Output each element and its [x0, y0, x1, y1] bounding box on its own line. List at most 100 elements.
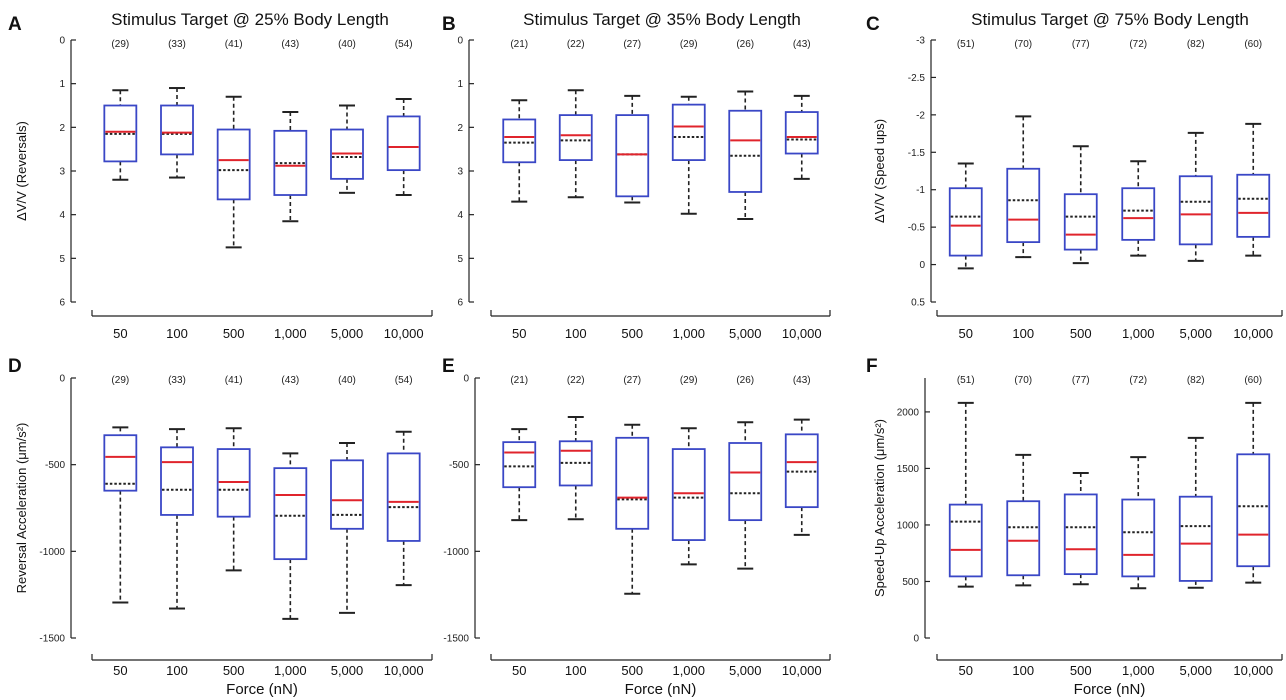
y-tick-label: 3: [457, 167, 463, 178]
category-label: 500: [223, 663, 245, 678]
category-label: 100: [565, 663, 587, 678]
category-label: 5,000: [729, 663, 762, 678]
count-label: (22): [567, 39, 585, 50]
iqr-box: [1063, 493, 1098, 576]
box-group: (77) 500: [1063, 375, 1098, 678]
box-group: (26) 5,000: [728, 375, 763, 678]
count-label: (54): [395, 375, 413, 386]
category-label: 50: [959, 326, 973, 341]
iqr-box: [216, 448, 251, 518]
category-label: 100: [166, 663, 188, 678]
category-label: 50: [113, 663, 127, 678]
box-group: (82) 5,000: [1178, 375, 1213, 678]
y-tick-label: 2000: [897, 407, 920, 418]
category-label: 1,000: [1122, 663, 1155, 678]
panel-b: B Stimulus Target @ 35% Body Length 0 1 2 3 4 5…: [442, 10, 831, 341]
category-label: 10,000: [782, 326, 822, 341]
panel-title: Stimulus Target @ 35% Body Length: [523, 10, 801, 29]
box-group: (29) 1,000: [671, 375, 706, 678]
box-group: (82) 5,000: [1178, 39, 1213, 341]
y-tick-label: 0: [913, 634, 919, 645]
y-tick-label: 1: [457, 79, 463, 90]
iqr-box: [330, 459, 364, 530]
count-label: (29): [111, 39, 129, 50]
iqr-box: [502, 118, 537, 164]
iqr-box: [273, 467, 308, 561]
category-label: 5,000: [1179, 663, 1212, 678]
y-tick-label: 3: [59, 167, 65, 178]
count-label: (70): [1014, 375, 1032, 386]
y-tick-label: 1500: [897, 464, 920, 475]
box-group: (29) 50: [103, 39, 138, 341]
y-tick-label: -1500: [39, 634, 65, 645]
box-group: (43) 10,000: [782, 375, 822, 678]
category-label: 10,000: [1233, 326, 1273, 341]
count-label: (26): [736, 39, 754, 50]
category-label: 50: [512, 326, 526, 341]
count-label: (33): [168, 39, 186, 50]
box-group: (33) 100: [160, 39, 194, 341]
panel-title: Stimulus Target @ 25% Body Length: [111, 10, 389, 29]
category-label: 1,000: [672, 663, 705, 678]
box-group: (21) 50: [502, 375, 537, 678]
y-tick-label: 1: [59, 79, 65, 90]
y-tick-label: 500: [902, 577, 919, 588]
category-label: 1,000: [274, 663, 307, 678]
category-label: 500: [1070, 663, 1092, 678]
box-group: (54) 10,000: [384, 375, 424, 678]
y-tick-label: 2: [457, 123, 463, 134]
y-tick-label: -1: [916, 185, 925, 196]
category-label: 100: [1012, 663, 1034, 678]
iqr-box: [728, 109, 763, 193]
box-group: (26) 5,000: [728, 39, 763, 341]
iqr-box: [558, 440, 593, 487]
category-label: 5,000: [1179, 326, 1212, 341]
count-label: (41): [225, 375, 243, 386]
count-label: (51): [957, 39, 975, 50]
y-axis-label: Reversal Acceleration (μm/s²): [14, 423, 29, 594]
y-tick-label: -1.5: [908, 148, 926, 159]
count-label: (27): [623, 375, 641, 386]
x-axis-label: Force (nN): [226, 681, 298, 698]
count-label: (29): [680, 375, 698, 386]
category-label: 10,000: [384, 663, 424, 678]
count-label: (26): [736, 375, 754, 386]
category-label: 500: [223, 326, 245, 341]
category-label: 5,000: [331, 663, 364, 678]
y-tick-label: 0.5: [911, 298, 925, 309]
y-tick-label: -500: [45, 460, 65, 471]
category-label: 10,000: [1233, 663, 1273, 678]
iqr-box: [103, 434, 138, 492]
iqr-box: [386, 115, 421, 172]
count-label: (21): [510, 39, 528, 50]
count-label: (72): [1129, 39, 1147, 50]
category-label: 100: [166, 326, 188, 341]
count-label: (54): [395, 39, 413, 50]
count-label: (82): [1187, 375, 1205, 386]
y-tick-label: -500: [449, 460, 469, 471]
box-group: (77) 500: [1063, 39, 1098, 341]
box-group: (27) 500: [615, 39, 650, 341]
y-tick-label: -1500: [443, 634, 469, 645]
y-tick-label: 1000: [897, 520, 920, 531]
box-group: (22) 100: [558, 39, 593, 341]
iqr-box: [160, 104, 194, 156]
box-group: (70) 100: [1006, 375, 1041, 678]
box-group: (41) 500: [216, 375, 251, 678]
count-label: (82): [1187, 39, 1205, 50]
panel-a: A Stimulus Target @ 25% Body Length 0 1 2 3 4 5…: [8, 10, 433, 341]
box-group: (43) 1,000: [273, 375, 308, 678]
iqr-box: [330, 128, 364, 180]
y-tick-label: -0.5: [908, 223, 926, 234]
category-label: 50: [512, 663, 526, 678]
category-label: 5,000: [729, 326, 762, 341]
box-group: (51) 50: [948, 375, 983, 678]
iqr-box: [671, 448, 706, 541]
category-label: 1,000: [1122, 326, 1155, 341]
panel-title: Stimulus Target @ 75% Body Length: [971, 10, 1249, 29]
category-label: 10,000: [782, 663, 822, 678]
category-label: 10,000: [384, 326, 424, 341]
iqr-box: [1121, 187, 1156, 241]
count-label: (51): [957, 375, 975, 386]
box-group: (72) 1,000: [1121, 39, 1156, 341]
